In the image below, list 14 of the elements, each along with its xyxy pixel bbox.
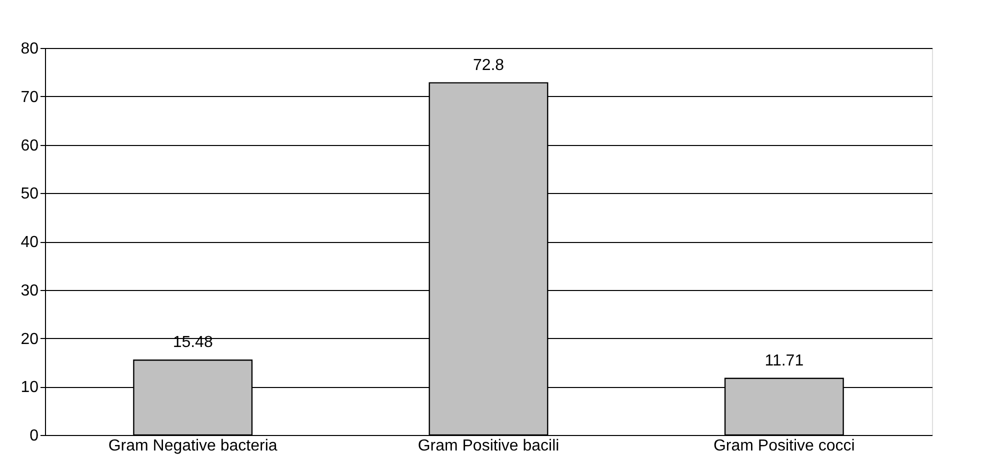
y-tick-label: 50	[20, 186, 39, 203]
data-label: 72.8	[472, 56, 504, 74]
y-tick-label: 30	[20, 282, 39, 300]
data-label: 11.71	[764, 352, 804, 370]
x-tick-label: Gram Negative bacteria	[108, 438, 278, 454]
y-tick-label: 70	[20, 88, 39, 106]
x-tick-label: Gram Positive cocci	[713, 438, 855, 454]
y-tick-label: 0	[30, 428, 39, 444]
y-tick-label: 80	[20, 40, 39, 58]
y-tick-label: 60	[20, 137, 39, 154]
y-tick-label: 40	[20, 234, 39, 251]
y-tick-label: 10	[20, 379, 39, 396]
y-tick-label: 20	[20, 330, 39, 348]
x-tick-label: Gram Positive bacili	[418, 438, 560, 454]
